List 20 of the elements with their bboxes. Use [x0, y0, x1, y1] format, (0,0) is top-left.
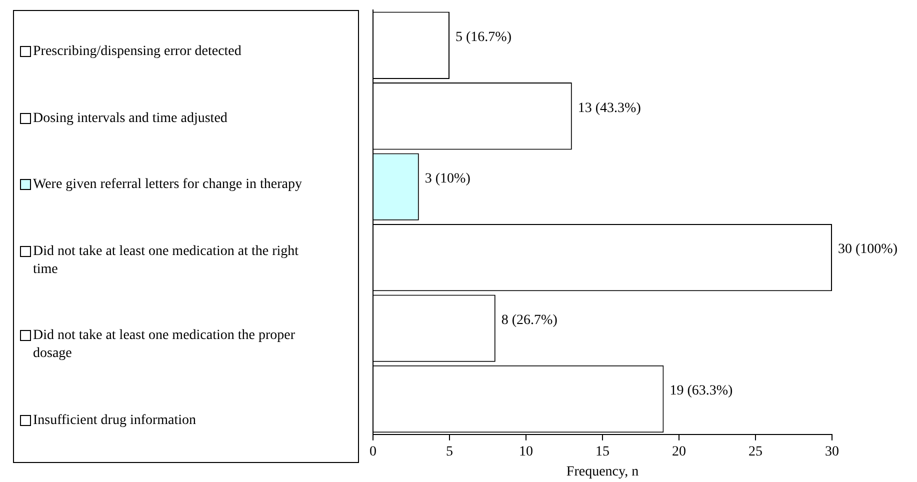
- data-label: 8 (26.7%): [501, 312, 558, 328]
- x-tick-label: 10: [519, 444, 533, 460]
- y-tick-label: Did not take at least one medication the proper dosage: [33, 327, 296, 364]
- x-tick-label: 30: [825, 444, 839, 460]
- y-tick-label: Prescribing/dispensing error detected: [33, 43, 242, 62]
- y-tick-label: Did not take at least one medication at the right time: [33, 242, 300, 279]
- x-tick-label: 5: [446, 444, 453, 460]
- x-tick-label: 15: [596, 444, 610, 460]
- data-label: 13 (43.3%): [578, 100, 642, 116]
- data-label: 19 (63.3%): [670, 384, 734, 399]
- data-label: 3 (10%): [424, 172, 471, 187]
- data-label: 30 (100%): [838, 242, 898, 258]
- y-tick-label: Were given referral letters for change in therapy: [33, 176, 302, 194]
- x-axis-title: Frequency, n: [566, 464, 639, 480]
- data-label: 5 (16.7%): [456, 30, 512, 46]
- x-tick-label: 25: [748, 444, 762, 460]
- x-tick-label: 20: [672, 444, 686, 460]
- y-tick-label: Insufficient drug information: [33, 412, 196, 430]
- y-tick-label: Dosing intervals and time adjusted: [33, 110, 228, 128]
- x-tick-label: 0: [370, 444, 376, 460]
